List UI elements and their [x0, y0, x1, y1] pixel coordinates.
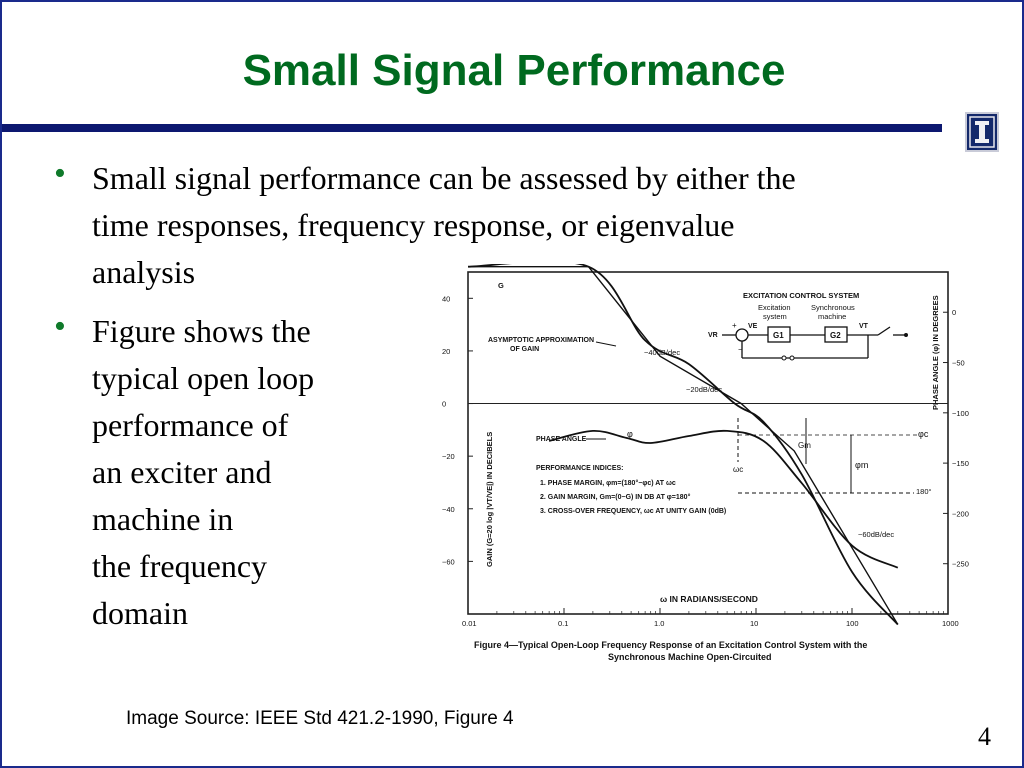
y-left-tick-label: 40: [442, 294, 450, 303]
bullet-line: typical open loop: [92, 360, 315, 396]
y-left-tick-label: 20: [442, 347, 450, 356]
index-phase-margin: 1. PHASE MARGIN, φm=(180°−φc) AT ωc: [540, 479, 676, 487]
gm-label: Gm: [798, 441, 811, 450]
series-curves: [467, 264, 899, 626]
plot-frame: [467, 271, 949, 615]
block-diagram: EXCITATION CONTROL SYSTEM Excitation sys…: [706, 282, 928, 370]
exciter-label-2: system: [763, 312, 787, 321]
logo-mark-icon: [969, 116, 995, 148]
bullet-marker: •: [54, 308, 66, 345]
left-axis-label: GAIN (G=20 log |VT/VE|) IN DECIBELS: [485, 432, 494, 567]
omega-c-label: ωc: [733, 465, 743, 474]
y-left-tick-label: 0: [442, 400, 446, 409]
gain-asymptote-line: [468, 266, 899, 625]
y-right-tick-label: −200: [952, 509, 969, 518]
indices-title: PERFORMANCE INDICES:: [536, 465, 624, 472]
bullet-line: time responses, frequency response, or e…: [92, 207, 735, 243]
bullet-line: performance of: [92, 407, 289, 443]
phi-m-label: φm: [855, 460, 868, 470]
axis-ticks: 0.01 0.1 1.0 10 100 1000 40 20 0 −20 −40 −60 0 −50 −10…: [442, 294, 969, 628]
open-switch: [877, 326, 891, 336]
x-tick-label: 100: [846, 619, 859, 628]
bullet-line: machine in: [92, 501, 234, 537]
asymptote-label-2: OF GAIN: [510, 346, 539, 353]
bullet-item: Small signal performance can be assessed…: [92, 155, 972, 296]
bullet-marker: •: [54, 155, 66, 192]
bode-plot-figure: 0.01 0.1 1.0 10 100 1000 40 20 0 −20 −40 −60 0 −50 −10…: [438, 264, 982, 670]
index-gain-margin: 2. GAIN MARGIN, Gm=(0−G) IN DB AT φ=180°: [540, 493, 691, 501]
y-left-tick-label: −60: [442, 557, 455, 566]
g2-label: G2: [830, 331, 841, 340]
phi-label: φ: [627, 429, 633, 439]
machine-label: Synchronous: [811, 303, 855, 312]
page-number: 4: [978, 722, 991, 751]
x-tick-label: 1.0: [654, 619, 664, 628]
y-right-tick-label: −100: [952, 409, 969, 418]
right-axis-label: PHASE ANGLE (φ) IN DEGREES: [931, 295, 940, 410]
machine-label-2: machine: [818, 312, 846, 321]
block-diagram-title: EXCITATION CONTROL SYSTEM: [743, 291, 859, 300]
phi-c-label: φc: [918, 429, 929, 439]
x-tick-label: 10: [750, 619, 758, 628]
y-right-tick-label: −50: [952, 359, 965, 368]
x-axis-label: ω IN RADIANS/SECOND: [660, 594, 758, 604]
x-tick-label: 0.01: [462, 619, 477, 628]
minus-sign: −: [738, 345, 743, 354]
bullet-line: an exciter and: [92, 454, 272, 490]
vt-label: VT: [859, 323, 869, 330]
bullet-line: Small signal performance can be assessed…: [92, 160, 796, 196]
gain-curve: [467, 264, 899, 626]
bullet-line: Figure shows the: [92, 313, 311, 349]
gain-curve-label: G: [498, 281, 504, 290]
slide-title: Small Signal Performance: [242, 46, 786, 95]
y-right-tick-label: 0: [952, 308, 956, 317]
y-left-tick-label: −40: [442, 505, 455, 514]
figure-caption-2: Synchronous Machine Open-Circuited: [608, 652, 772, 662]
deg-180-label: 180°: [916, 487, 932, 496]
bullet-line: domain: [92, 595, 188, 631]
figure-caption: Figure 4—Typical Open-Loop Frequency Res…: [474, 640, 867, 650]
g1-label: G1: [773, 331, 784, 340]
y-right-tick-label: −250: [952, 560, 969, 569]
slope-40-label: −40dB/dec: [644, 348, 680, 357]
title-divider: [2, 124, 942, 132]
exciter-label: Excitation: [758, 303, 791, 312]
vr-label: VR: [708, 332, 718, 339]
bullet-line: analysis: [92, 254, 196, 290]
asymptote-label: ASYMPTOTIC APPROXIMATION: [488, 337, 594, 344]
image-source-note: Image Source: IEEE Std 421.2-1990, Figur…: [126, 708, 514, 729]
plot-annotations: G ASYMPTOTIC APPROXIMATION OF GAIN −40dB…: [488, 281, 932, 539]
y-left-tick-label: −20: [442, 452, 455, 461]
bullet-line: the frequency: [92, 548, 268, 584]
y-right-tick-label: −150: [952, 459, 969, 468]
slope-20-label: −20dB/dec: [686, 385, 722, 394]
ve-label: VE: [748, 323, 758, 330]
phase-angle-label: PHASE ANGLE: [536, 436, 587, 443]
illinois-i-logo-icon: [965, 112, 999, 152]
slope-60-label: −60dB/dec: [858, 530, 894, 539]
bullet-item: Figure shows the typical open loop perfo…: [92, 308, 422, 637]
phase-curve: [548, 429, 899, 569]
index-crossover: 3. CROSS-OVER FREQUENCY, ωc AT UNITY GAI…: [540, 508, 726, 515]
plus-sign: +: [732, 321, 737, 330]
x-tick-label: 1000: [942, 619, 959, 628]
x-tick-label: 0.1: [558, 619, 568, 628]
